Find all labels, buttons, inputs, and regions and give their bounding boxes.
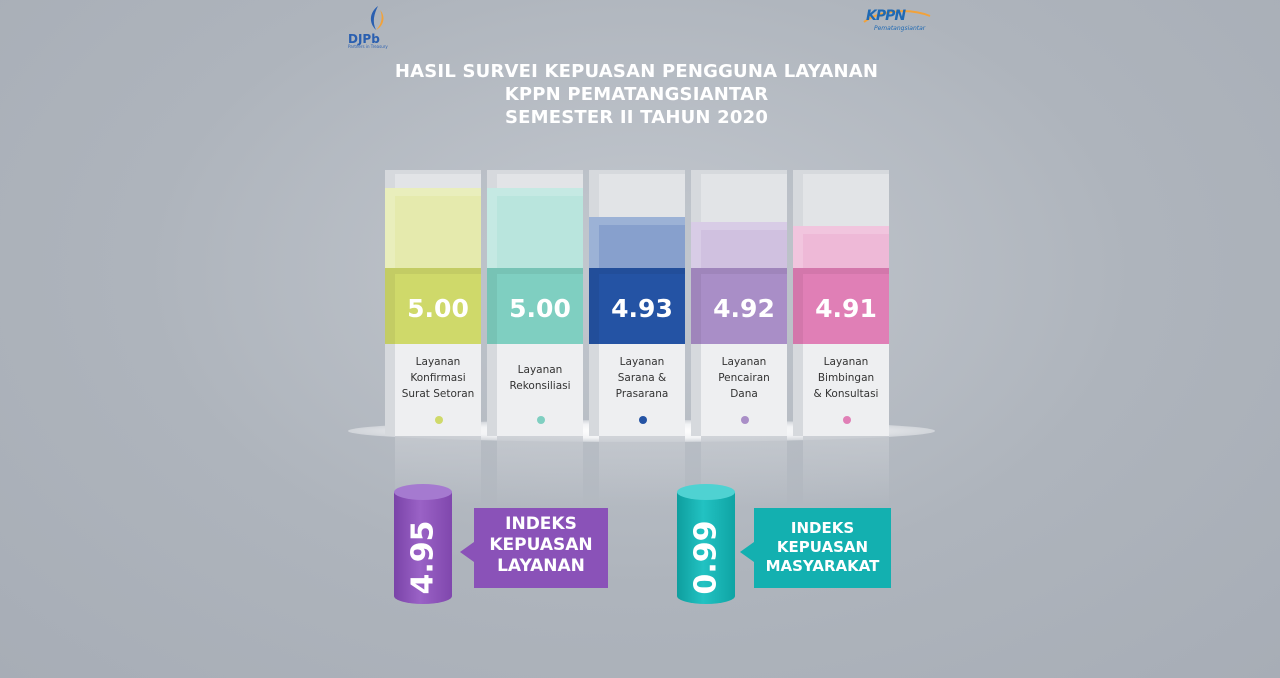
category-dot-icon [741, 416, 749, 424]
bar-reflection [599, 436, 685, 506]
category-label-line: Surat Setoran [401, 388, 475, 400]
category-label: Layanan Bimbingan & Konsultasi [803, 354, 889, 402]
bar-liquid-light-front [497, 196, 583, 268]
bar-reflection [497, 436, 583, 506]
category-label-line: Layanan [619, 356, 665, 368]
bar-front [497, 274, 583, 344]
bar-liquid-light-front [803, 234, 889, 268]
category-label-line: Rekonsiliasi [509, 380, 571, 392]
kppn-logo: KPPN Pematangsiantar [860, 8, 935, 34]
ikl-label-line-1: INDEKS [505, 514, 577, 534]
djpb-logo: DJPb Partners in Treasury [348, 4, 408, 49]
ikm-label-line-2: KEPUASAN [776, 538, 869, 556]
category-label-line: Konfirmasi [410, 372, 466, 384]
bar-value-label: 5.00 [509, 294, 571, 323]
bar-liquid-light-front [701, 230, 787, 268]
category-label-line: Sarana & [617, 372, 667, 384]
ikm-cylinder-body [677, 492, 735, 604]
category-dot-icon [435, 416, 443, 424]
kppn-logo-swoosh-icon [863, 10, 931, 23]
bar-reflection [803, 436, 889, 506]
kppn-logo-subtext: Pematangsiantar [874, 25, 926, 32]
bar-liquid-light-front [599, 225, 685, 268]
bar-value-label: 4.92 [713, 294, 775, 323]
bar-value-label: 5.00 [407, 294, 469, 323]
category-label-line: Pencairan [718, 372, 770, 384]
category-label: Layanan Sarana & Prasarana [599, 354, 685, 402]
djpb-logo-icon [370, 6, 384, 30]
djpb-logo-subtext: Partners in Treasury [348, 44, 388, 49]
category-label-line: Bimbingan [817, 372, 875, 384]
kppn-logo-text: KPPN [866, 8, 906, 24]
bar-front [599, 274, 685, 344]
ikl-arrow-icon [460, 542, 474, 562]
bar-front [803, 274, 889, 344]
category-dot-icon [537, 416, 545, 424]
bar-value-label: 4.93 [611, 294, 673, 323]
category-label-line: Dana [730, 388, 758, 400]
ikl-label-line-3: LAYANAN [497, 556, 585, 576]
bar-column: 4.91 Layanan Bimbingan & Konsultasi [793, 170, 889, 506]
category-label-line: Prasarana [615, 388, 669, 400]
category-dot-icon [843, 416, 851, 424]
ikl-label-line-2: KEPUASAN [489, 535, 593, 555]
ikl-cylinder-body [394, 492, 452, 604]
category-label-line: Layanan [721, 356, 767, 368]
bar-liquid-light-front [395, 196, 481, 268]
bar-value-label: 4.91 [815, 294, 877, 323]
title-line-1: HASIL SURVEI KEPUASAN PENGGUNA LAYANAN [394, 61, 879, 82]
ikl-label: INDEKS KEPUASAN LAYANAN [460, 508, 608, 588]
bar-column: 5.00 Layanan Rekonsiliasi [487, 170, 583, 506]
category-label-line: Layanan [517, 364, 563, 376]
ikm-label-line-3: MASYARAKAT [765, 557, 880, 575]
category-label-line: Layanan [823, 356, 869, 368]
ikl-cylinder-top [394, 484, 452, 500]
category-label: Layanan Pencairan Dana [701, 354, 787, 402]
ikm-label: INDEKS KEPUASAN MASYARAKAT [740, 508, 891, 588]
ikm-value: 0.99 [688, 520, 724, 595]
ikm-arrow-icon [740, 542, 754, 562]
ikm-cylinder-top [677, 484, 735, 500]
title-line-2: KPPN PEMATANGSIANTAR [504, 84, 769, 105]
bar-column: 5.00 Layanan Konfirmasi Surat Setoran [385, 170, 481, 506]
bar-front [395, 274, 481, 344]
bar-column: 4.93 Layanan Sarana & Prasarana [589, 170, 685, 506]
djpb-logo-text: DJPb [348, 32, 380, 46]
ikm-label-line-1: INDEKS [790, 519, 855, 537]
category-label: Layanan Konfirmasi Surat Setoran [395, 354, 481, 402]
bar-front [701, 274, 787, 344]
bar-column: 4.92 Layanan Pencairan Dana [691, 170, 787, 506]
category-dot-icon [639, 416, 647, 424]
ikl-value: 4.95 [405, 520, 441, 595]
title-line-3: SEMESTER II TAHUN 2020 [504, 107, 769, 128]
category-label: Layanan Rekonsiliasi [497, 362, 583, 394]
category-label-line: & Konsultasi [813, 388, 879, 400]
category-label-line: Layanan [415, 356, 461, 368]
